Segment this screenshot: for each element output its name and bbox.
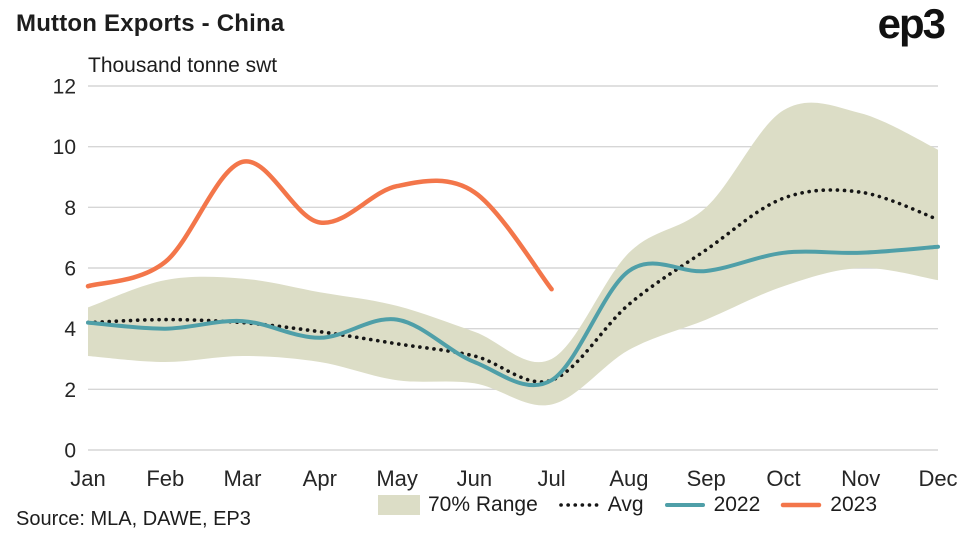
- x-tick-label: Dec: [918, 466, 957, 491]
- y-tick-label: 10: [53, 136, 76, 159]
- chart-subtitle: Thousand tonne swt: [88, 54, 278, 77]
- y-tick-label: 8: [64, 197, 76, 220]
- legend-label: 2022: [713, 493, 761, 516]
- legend-label: Avg: [607, 493, 644, 516]
- y-tick-label: 0: [64, 440, 76, 463]
- y-tick-label: 6: [64, 258, 76, 281]
- legend-label: 2023: [830, 493, 877, 516]
- x-tick-label: Feb: [146, 466, 184, 491]
- x-tick-label: Apr: [303, 466, 337, 491]
- x-tick-label: Nov: [841, 466, 880, 491]
- chart-title: Mutton Exports - China: [16, 10, 285, 37]
- x-tick-label: Jan: [70, 466, 105, 491]
- y-tick-label: 2: [64, 379, 76, 402]
- legend-item-2022: 2022: [664, 493, 761, 517]
- legend-swatch-band: [378, 495, 420, 515]
- x-tick-label: Sep: [687, 466, 726, 491]
- legend-item-70-range: 70% Range: [378, 493, 538, 517]
- legend-swatch-dotted: [558, 503, 599, 507]
- series-line-2023: [85, 159, 554, 292]
- x-tick-label: May: [376, 466, 418, 491]
- x-tick-label: Mar: [224, 466, 262, 491]
- x-tick-label: Jun: [457, 466, 492, 491]
- source-note: Source: MLA, DAWE, EP3: [16, 508, 251, 530]
- legend-swatch-solid: [664, 503, 705, 507]
- x-tick-label: Aug: [609, 466, 648, 491]
- x-tick-label: Oct: [766, 466, 800, 491]
- legend-swatch-solid: [781, 502, 822, 508]
- chart-legend: 70% Range Avg 2022 2023: [378, 493, 877, 517]
- ep3-logo: ep3: [877, 0, 946, 47]
- x-tick-label: Jul: [538, 466, 566, 491]
- y-tick-label: 4: [64, 318, 76, 341]
- legend-item-2023: 2023: [780, 493, 877, 517]
- y-tick-label: 12: [53, 76, 76, 99]
- range-band: [88, 102, 938, 406]
- legend-label: 70% Range: [428, 493, 538, 516]
- series-line-2022: [86, 244, 940, 388]
- legend-item-avg: Avg: [558, 493, 644, 517]
